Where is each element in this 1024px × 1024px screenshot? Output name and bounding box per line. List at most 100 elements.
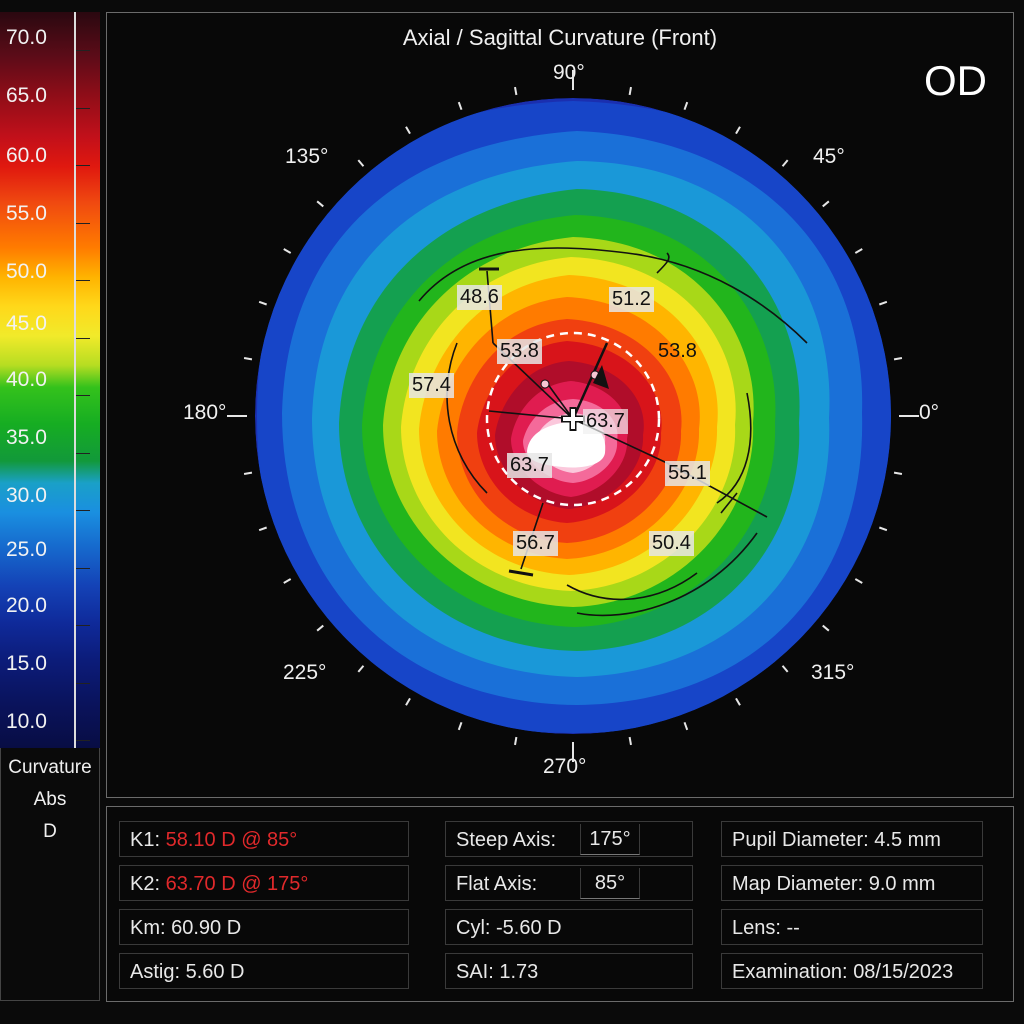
angle-tick xyxy=(243,471,253,475)
scale-tick xyxy=(76,50,90,51)
map-title: Axial / Sagittal Curvature (Front) xyxy=(402,25,718,50)
scale-tick xyxy=(76,567,90,569)
reading-56-7: 56.7 xyxy=(513,531,558,556)
marker-arrow xyxy=(593,365,609,389)
k1-value: 58.10 D @ 85° xyxy=(165,829,298,851)
reading-48-6: 48.6 xyxy=(457,285,502,310)
reading-55-1: 55.1 xyxy=(665,461,710,486)
steep-axis-label: Steep Axis: xyxy=(456,829,557,851)
angle-tick xyxy=(628,86,632,96)
degree-label-270: 270° xyxy=(543,755,587,778)
angle-tick xyxy=(243,357,253,361)
scale-label-60: 60.0 xyxy=(6,144,47,167)
lens-value: -- xyxy=(786,917,800,939)
scale-label-45: 45.0 xyxy=(6,312,47,335)
angle-tick xyxy=(822,200,830,208)
degree-label-180: 180° xyxy=(183,401,227,424)
angle-tick xyxy=(457,101,463,111)
reading-63-7-b: 63.7 xyxy=(507,453,552,478)
scale-label-50: 50.0 xyxy=(6,260,47,283)
angle-tick xyxy=(457,721,463,731)
k2-label: K2: xyxy=(130,873,161,895)
degree-label-135: 135° xyxy=(285,145,329,168)
scale-label-30: 30.0 xyxy=(6,484,47,507)
angle-tick xyxy=(357,665,365,673)
k2-field: K2: 63.70 D @ 175° xyxy=(119,865,409,901)
angle-tick xyxy=(628,736,632,746)
reading-53-8-a: 53.8 xyxy=(497,339,542,364)
examination-value: 08/15/2023 xyxy=(853,961,954,983)
color-scale: 70.0 65.0 60.0 55.0 50.0 45.0 40.0 35.0 … xyxy=(0,12,100,748)
reading-53-8-b: 53.8 xyxy=(658,340,697,362)
scale-tick xyxy=(76,682,90,684)
scale-tick xyxy=(76,222,90,224)
eye-label: OD xyxy=(924,57,987,104)
scale-tick xyxy=(76,452,90,454)
pupil-diameter-field: Pupil Diameter: 4.5 mm xyxy=(721,821,983,857)
pupil-circle xyxy=(485,331,661,507)
angle-tick xyxy=(683,101,689,111)
scale-caption-curvature: Curvature xyxy=(8,757,92,778)
degree-label-90: 90° xyxy=(553,61,585,84)
angle-tick xyxy=(283,248,292,254)
k2-value: 63.70 D @ 175° xyxy=(165,873,309,895)
angle-tick xyxy=(878,526,888,532)
reading-57-4: 57.4 xyxy=(409,373,454,398)
angle-tick xyxy=(357,159,365,167)
steep-axis-value: 175° xyxy=(580,824,640,855)
scale-caption: Curvature Abs D xyxy=(0,752,100,848)
scale-label-25: 25.0 xyxy=(6,538,47,561)
map-diameter-value: 9.0 mm xyxy=(868,873,936,895)
scale-tick xyxy=(76,337,90,339)
scale-label-55: 55.0 xyxy=(6,202,47,225)
angle-tick xyxy=(822,624,830,632)
scale-label-65: 65.0 xyxy=(6,84,47,107)
flat-axis-value: 85° xyxy=(580,868,640,899)
degree-label-225: 225° xyxy=(283,661,327,684)
scale-caption-box xyxy=(0,748,100,1001)
angle-tick xyxy=(878,300,888,306)
map-diameter-label: Map Diameter: xyxy=(732,873,864,895)
angle-tick xyxy=(316,200,324,208)
examination-field: Examination: 08/15/2023 xyxy=(721,953,983,989)
scale-label-70: 70.0 xyxy=(6,26,47,49)
angle-tick xyxy=(316,624,324,632)
angle-tick xyxy=(735,697,741,706)
reading-51-2: 51.2 xyxy=(609,287,654,312)
steep-axis-field: Steep Axis: 175° xyxy=(445,821,693,857)
scale-tick xyxy=(76,395,90,396)
scale-caption-abs: Abs xyxy=(33,789,67,810)
cyl-field: Cyl: -5.60 D xyxy=(445,909,693,945)
angle-tick xyxy=(405,126,411,135)
angle-tick xyxy=(514,736,518,746)
curvature-map xyxy=(227,70,919,762)
k1-label: K1: xyxy=(130,829,161,851)
topography-map-panel: Axial / Sagittal Curvature (Front) OD 90… xyxy=(106,12,1014,798)
scale-tick xyxy=(76,107,90,109)
degree-label-315: 315° xyxy=(811,661,855,684)
cyl-label: Cyl: xyxy=(456,917,491,939)
angle-tick xyxy=(735,126,741,135)
map-diameter-field: Map Diameter: 9.0 mm xyxy=(721,865,983,901)
angle-tick xyxy=(854,578,863,584)
sai-value: 1.73 xyxy=(499,961,539,983)
angle-tick xyxy=(893,357,903,361)
flat-axis-label: Flat Axis: xyxy=(456,873,538,895)
angle-tick xyxy=(514,86,518,96)
angle-tick xyxy=(258,526,268,532)
scale-tick xyxy=(76,740,90,741)
scale-tick xyxy=(76,510,90,511)
marker-left xyxy=(540,379,550,389)
scale-label-20: 20.0 xyxy=(6,594,47,617)
center-cross-icon xyxy=(561,407,585,431)
angle-tick xyxy=(283,578,292,584)
keratometry-info-panel: K1: 58.10 D @ 85° K2: 63.70 D @ 175° Km:… xyxy=(106,806,1014,1002)
angle-tick-ring xyxy=(227,70,919,762)
sai-field: SAI: 1.73 xyxy=(445,953,693,989)
degree-label-45: 45° xyxy=(813,145,845,168)
scale-label-35: 35.0 xyxy=(6,426,47,449)
km-field: Km: 60.90 D xyxy=(119,909,409,945)
angle-tick xyxy=(781,665,789,673)
scale-tick-column xyxy=(74,12,102,748)
angle-tick xyxy=(683,721,689,731)
